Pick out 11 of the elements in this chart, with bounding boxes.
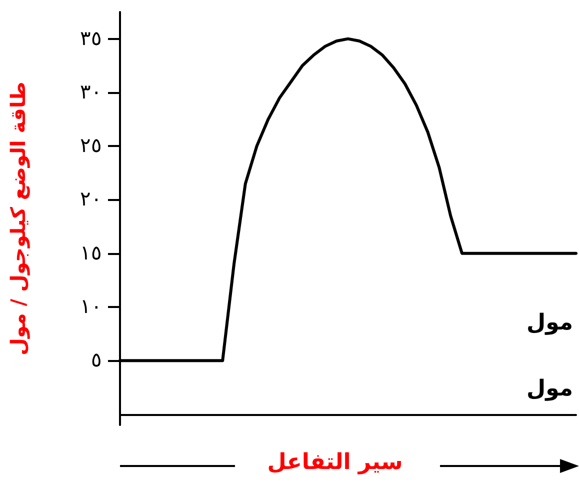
y-tick-label: ٣٥	[80, 28, 102, 50]
annotation: مول	[526, 376, 574, 402]
y-tick-label: ٢٥	[80, 135, 102, 158]
y-tick-label: ١٠	[80, 296, 102, 318]
y-axis-title: طاقة الوضع كيلوجول / مول	[6, 82, 30, 356]
x-axis-title: سير التفاعل	[266, 450, 404, 475]
y-tick-label: ٣٠	[80, 81, 102, 104]
y-tick-label: ١٥	[80, 242, 102, 264]
y-tick-label: ٢٠	[80, 188, 102, 211]
y-tick-label: ٥	[91, 350, 102, 372]
annotation: مول	[526, 310, 574, 336]
